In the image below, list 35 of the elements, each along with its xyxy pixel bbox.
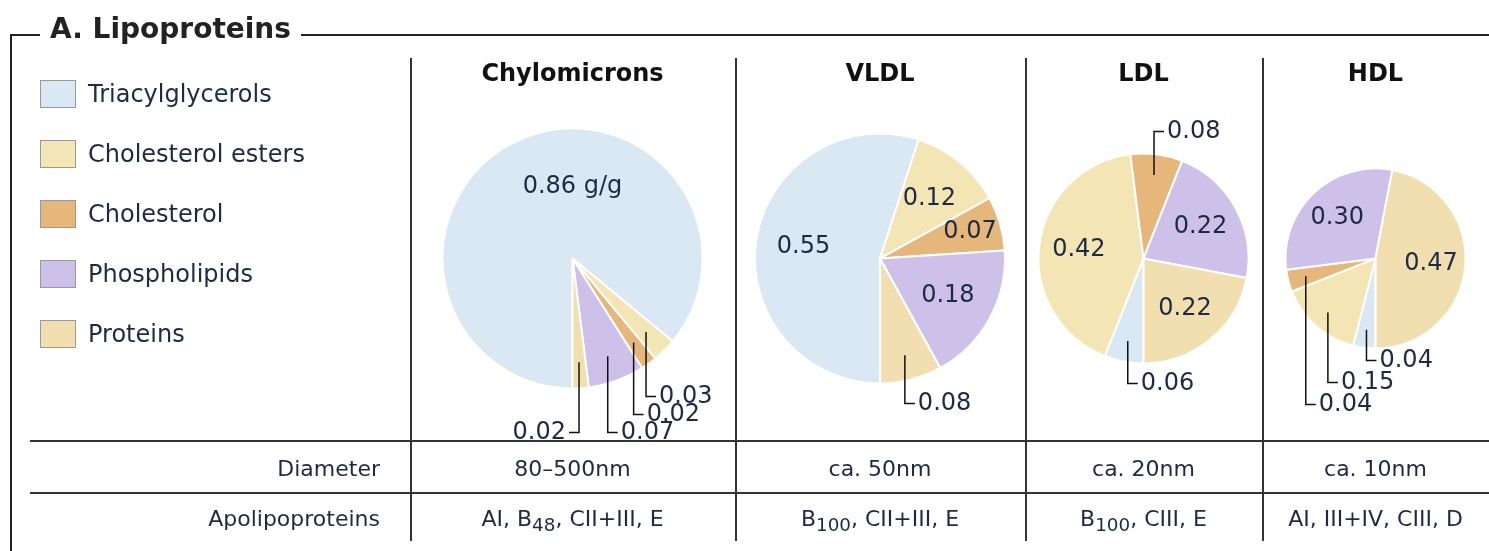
data-label: 0.42	[1052, 234, 1106, 263]
data-label: 0.47	[1404, 247, 1458, 276]
data-label: 0.22	[1173, 211, 1228, 240]
data-label: 0.07	[943, 216, 997, 245]
legend-label: Proteins	[88, 320, 185, 348]
data-label: 0.86 g/g	[522, 171, 623, 200]
data-label: 0.04	[1318, 388, 1373, 417]
text: Apolipoproteins	[207, 506, 380, 531]
text: B$_{100}$, CII+III, E	[799, 506, 961, 536]
data-label: 0.12	[902, 182, 957, 211]
data-label: 0.30	[1310, 201, 1365, 230]
text: ca. 50nm	[827, 456, 933, 481]
chart-title: Chylomicrons	[481, 58, 664, 87]
data-label: 0.06	[1140, 367, 1195, 396]
text: ca. 20nm	[1091, 456, 1196, 481]
text: Diameter	[276, 456, 380, 481]
text: 80–500nm	[513, 456, 632, 481]
chart-title: HDL	[1347, 58, 1404, 87]
legend-label: Triacylglycerols	[88, 80, 272, 108]
text: AI, III+IV, CIII, D	[1287, 506, 1464, 531]
legend-label: Phospholipids	[88, 260, 253, 288]
chart-title: VLDL	[845, 58, 915, 87]
data-label: 0.22	[1158, 292, 1212, 321]
data-label: 0.18	[921, 279, 975, 308]
legend-label: Cholesterol	[88, 200, 224, 228]
data-label: 0.55	[776, 230, 831, 259]
text: AI, B$_{48}$, CII+III, E	[480, 506, 665, 536]
text: A. Lipoproteins	[40, 12, 301, 45]
data-label: 0.02	[512, 416, 567, 445]
data-label: 0.08	[917, 387, 972, 416]
data-label: 0.08	[1167, 115, 1221, 144]
text: ca. 10nm	[1323, 456, 1428, 481]
chart-title: LDL	[1118, 58, 1169, 87]
text: B$_{100}$, CIII, E	[1079, 506, 1208, 536]
legend-label: Cholesterol esters	[88, 140, 305, 168]
